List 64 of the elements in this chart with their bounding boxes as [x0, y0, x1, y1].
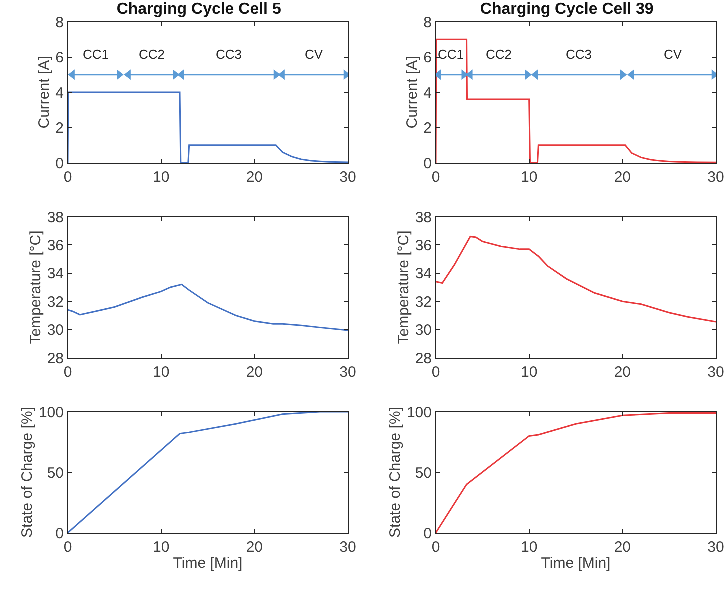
- y-tick-label: 8: [424, 14, 432, 32]
- y-tick-label: 30: [47, 322, 64, 340]
- series-label: CC3: [216, 47, 242, 62]
- y-tick-label: 30: [415, 322, 432, 340]
- y-axis-title: Current [A]: [36, 56, 53, 129]
- series-label: CC2: [139, 47, 166, 62]
- x-axis-title: Time [Min]: [541, 555, 611, 572]
- series-label: CC1: [83, 47, 110, 62]
- x-tick-label: 10: [520, 364, 538, 381]
- y-tick-label: 28: [47, 350, 64, 368]
- chart-title: Charging Cycle Cell 39: [480, 1, 654, 18]
- y-tick-label: 0: [424, 155, 432, 172]
- y-tick-label: 38: [415, 209, 432, 226]
- y-tick-label: 100: [38, 404, 64, 422]
- y-tick-label: 6: [56, 50, 64, 66]
- y-axis-title: Temperature [°C]: [396, 230, 413, 344]
- x-tick-label: 20: [246, 169, 264, 186]
- y-tick-label: 6: [424, 50, 432, 66]
- y-tick-label: 34: [415, 266, 432, 283]
- chart-title: Charging Cycle Cell 5: [116, 1, 282, 18]
- series-label: CV: [664, 47, 682, 62]
- y-tick-label: 36: [47, 237, 64, 254]
- series-label: CV: [305, 47, 324, 62]
- y-tick-label: 2: [56, 120, 64, 137]
- y-tick-label: 32: [47, 294, 64, 311]
- y-tick-label: 100: [406, 404, 432, 422]
- y-tick-label: 2: [424, 120, 432, 137]
- x-tick-label: 20: [246, 539, 264, 556]
- series-label: CC2: [486, 47, 512, 62]
- y-axis-title: Current [A]: [404, 56, 421, 129]
- y-tick-label: 50: [47, 464, 64, 482]
- series-label: CC1: [438, 47, 464, 62]
- x-tick-label: 30: [708, 539, 724, 556]
- y-tick-label: 8: [56, 14, 64, 32]
- y-tick-label: 28: [415, 350, 432, 368]
- y-tick-label: 0: [424, 525, 432, 542]
- series-label: CC3: [566, 47, 592, 62]
- y-tick-label: 0: [56, 525, 64, 542]
- y-axis-title: Temperature [°C]: [28, 230, 45, 344]
- x-tick-label: 10: [520, 539, 538, 556]
- x-tick-label: 30: [708, 364, 724, 381]
- y-tick-label: 4: [424, 84, 432, 102]
- x-tick-label: 30: [708, 169, 724, 186]
- y-tick-label: 36: [415, 237, 432, 254]
- y-tick-label: 0: [56, 155, 64, 172]
- y-tick-label: 50: [415, 464, 432, 482]
- x-axis-title: Time [Min]: [173, 555, 243, 572]
- x-tick-label: 10: [520, 169, 538, 186]
- y-tick-label: 34: [47, 266, 64, 283]
- x-tick-label: 30: [340, 539, 356, 556]
- y-tick-label: 38: [47, 209, 64, 226]
- y-tick-label: 32: [415, 294, 432, 311]
- y-axis-title: State of Charge [%]: [387, 407, 404, 538]
- x-tick-label: 10: [152, 364, 170, 381]
- y-tick-label: 4: [56, 84, 64, 102]
- y-axis-title: State of Charge [%]: [19, 407, 36, 538]
- x-tick-label: 20: [614, 169, 632, 186]
- x-tick-label: 20: [246, 364, 264, 381]
- x-tick-label: 20: [614, 539, 632, 556]
- x-tick-label: 20: [614, 364, 632, 381]
- x-tick-label: 10: [152, 169, 170, 186]
- x-tick-label: 30: [340, 169, 356, 186]
- x-tick-label: 10: [152, 539, 170, 556]
- x-tick-label: 30: [340, 364, 356, 381]
